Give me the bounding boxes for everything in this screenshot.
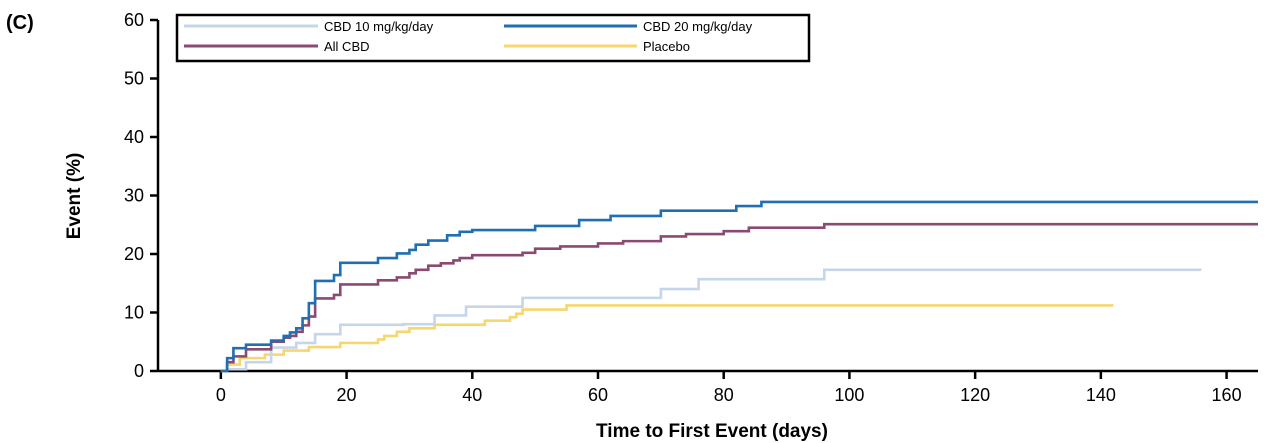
y-tick-label: 20 <box>124 244 144 264</box>
x-tick-label: 100 <box>834 385 864 405</box>
y-tick-label: 40 <box>124 127 144 147</box>
x-tick-label: 80 <box>714 385 734 405</box>
legend-frame <box>175 13 811 63</box>
series-layer <box>220 200 1258 373</box>
series-line-cbd-10-mg-kg-day <box>220 268 1202 373</box>
legend-label-placebo: Placebo <box>643 39 690 54</box>
legend-label-all-cbd: All CBD <box>324 39 370 54</box>
y-tick-label: 50 <box>124 69 144 89</box>
legend-label-cbd-10: CBD 10 mg/kg/day <box>324 19 434 34</box>
series-line-cbd-20-mg-kg-day <box>220 200 1258 373</box>
y-tick-label: 0 <box>134 361 144 381</box>
x-tick-label: 40 <box>462 385 482 405</box>
x-tick-label: 160 <box>1212 385 1242 405</box>
legend: CBD 10 mg/kg/day CBD 20 mg/kg/day All CB… <box>175 13 811 63</box>
y-tick-label: 10 <box>124 303 144 323</box>
y-tick-label: 30 <box>124 186 144 206</box>
legend-label-cbd-20: CBD 20 mg/kg/day <box>643 19 753 34</box>
series-line-all-cbd <box>220 222 1258 373</box>
x-tick-label: 60 <box>588 385 608 405</box>
x-tick-label: 20 <box>337 385 357 405</box>
x-axis-title: Time to First Event (days) <box>596 421 828 442</box>
x-tick-label: 140 <box>1086 385 1116 405</box>
panel-label: (C) <box>6 12 34 34</box>
x-tick-label: 0 <box>216 385 226 405</box>
y-tick-label: 60 <box>124 10 144 30</box>
y-axis-title: Event (%) <box>64 153 85 240</box>
axes: 0 10 20 30 40 50 60 0 20 40 60 80 100 120 140 160 <box>124 10 1258 405</box>
series-line-placebo <box>220 304 1114 373</box>
x-tick-label: 120 <box>960 385 990 405</box>
